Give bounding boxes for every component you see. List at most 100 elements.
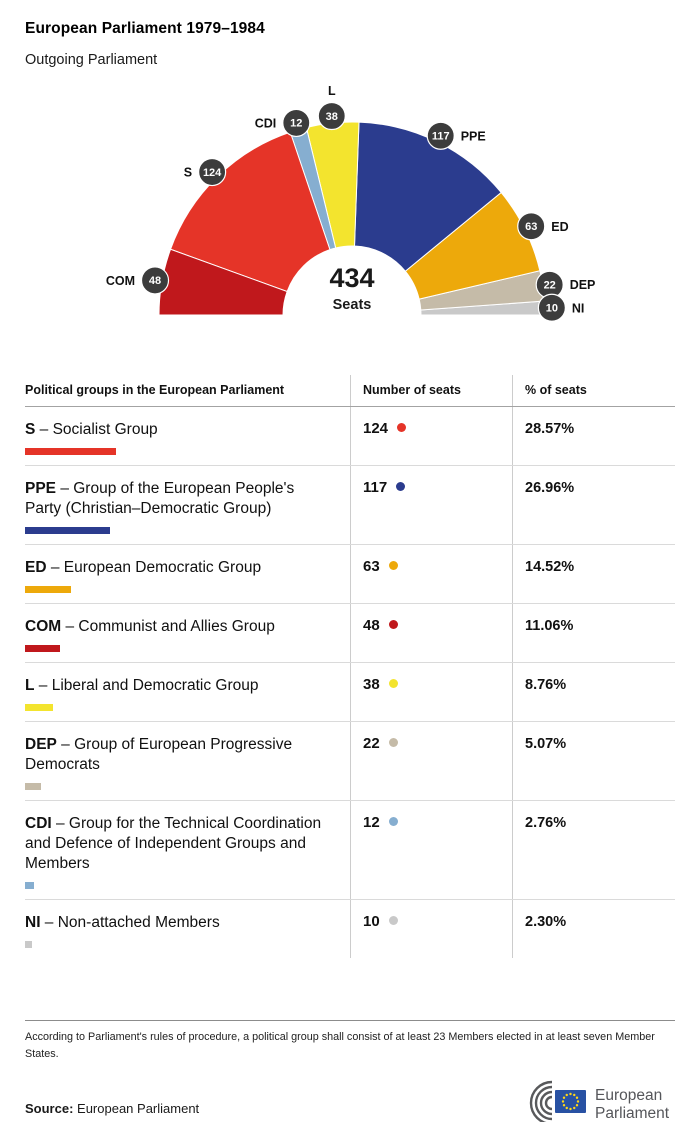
group-code-label: S [184, 166, 192, 180]
seat-count-value: 38 [326, 111, 338, 123]
group-name: DEP – Group of European Progressive Demo… [25, 736, 293, 773]
seat-count-value: 117 [432, 131, 450, 143]
eu-star-icon [561, 1100, 565, 1104]
table-row: COM – Communist and Allies Group 48 11.06% [25, 604, 675, 663]
group-color-dot-icon [388, 561, 398, 570]
groups-table-body: S – Socialist Group 124 28.57% PPE – Group … [25, 407, 675, 958]
group-name-cell: S – Socialist Group [25, 407, 350, 465]
seat-count-badge [140, 266, 170, 295]
group-seats-bar [25, 448, 116, 455]
seat-count-badge [282, 108, 311, 138]
seat-count-value: 63 [525, 221, 537, 233]
seat-count-value: 124 [203, 167, 222, 179]
group-color-dot-icon [388, 738, 398, 747]
pct-value: 2.76% [525, 815, 567, 831]
pct-cell: 11.06% [512, 604, 675, 662]
table-row: PPE – Group of the European People's Par… [25, 466, 675, 545]
group-name-cell: DEP – Group of European Progressive Demo… [25, 722, 350, 800]
groups-table: Political groups in the European Parliam… [0, 375, 700, 958]
european-parliament-logo: European Parliament [529, 1081, 670, 1122]
col-header-groups: Political groups in the European Parliam… [25, 383, 285, 397]
seats-value: 117 [363, 479, 388, 496]
seat-count-value: 22 [544, 280, 556, 292]
seats-cell: 63 [350, 545, 512, 603]
seats-value: 63 [363, 558, 380, 575]
group-name-cell: L – Liberal and Democratic Group [25, 663, 350, 721]
eu-star-icon [562, 1104, 566, 1107]
table-row: ED – European Democratic Group 63 14.52% [25, 545, 675, 604]
seats-value: 124 [363, 420, 389, 437]
seat-count-badge [537, 293, 566, 322]
table-row: CDI – Group for the Technical Coordinati… [25, 801, 675, 900]
group-color-dot-icon [388, 916, 398, 925]
group-code-label: NI [572, 301, 585, 315]
group-color-dot-icon [388, 679, 398, 688]
hemicycle-chart: 434 Seats 48 COM 124 S 12 CDI 38 L 117 PPE 63 ED 22 D… [106, 84, 595, 322]
group-code-label: COM [106, 274, 135, 288]
col-header-seats: Number of seats [350, 375, 512, 406]
total-seats-label: Seats [333, 297, 372, 313]
group-name-cell: PPE – Group of the European People's Par… [25, 466, 350, 544]
seats-value: 12 [363, 814, 380, 831]
col-header-pct: % of seats [512, 375, 675, 406]
group-color-dot-icon [388, 620, 398, 629]
eu-star-icon [575, 1104, 579, 1107]
seat-count-badge [426, 121, 455, 150]
logo-text-line2: Parliament [595, 1105, 670, 1122]
pct-cell: 8.76% [512, 663, 675, 721]
group-code-label: PPE [461, 129, 486, 143]
eu-star-icon [573, 1094, 576, 1097]
table-row: L – Liberal and Democratic Group 38 8.76% [25, 663, 675, 722]
group-name: NI – Non-attached Members [25, 914, 220, 931]
group-code-label: ED [551, 220, 568, 234]
group-name: COM – Communist and Allies Group [25, 618, 275, 635]
seats-cell: 38 [350, 663, 512, 721]
group-seats-bar [25, 783, 42, 790]
hemicycle-segment-s [169, 131, 331, 293]
pct-cell: 2.76% [512, 801, 675, 899]
eu-star-icon [576, 1100, 580, 1104]
pct-value: 14.52% [525, 559, 575, 575]
eu-star-icon [565, 1107, 568, 1110]
group-name-cell: COM – Communist and Allies Group [25, 604, 350, 662]
group-name: CDI – Group for the Technical Coordinati… [25, 815, 322, 872]
total-seats-value: 434 [329, 263, 374, 293]
group-seats-bar [25, 704, 53, 711]
pct-value: 8.76% [525, 677, 567, 693]
hemicycle-segment-ed [404, 191, 541, 300]
seats-cell: 124 [350, 407, 512, 465]
pct-cell: 26.96% [512, 466, 675, 544]
group-seats-bar [25, 882, 34, 889]
seat-count-value: 10 [546, 303, 558, 315]
pct-cell: 2.30% [512, 900, 675, 958]
pct-value: 26.96% [525, 480, 575, 496]
seat-count-badge [317, 101, 346, 131]
pct-value: 2.30% [525, 914, 567, 930]
seats-cell: 22 [350, 722, 512, 800]
group-color-dot-icon [396, 482, 406, 491]
seats-cell: 48 [350, 604, 512, 662]
source-label: Source: [25, 1101, 74, 1117]
group-code-label: CDI [255, 116, 277, 130]
group-name-cell: NI – Non-attached Members [25, 900, 350, 958]
group-name: PPE – Group of the European People's Par… [25, 480, 295, 517]
eu-star-icon [575, 1097, 579, 1100]
header: European Parliament 1979–1984 Outgoing P… [0, 0, 700, 68]
seats-cell: 12 [350, 801, 512, 899]
hemicycle-segment-com [158, 248, 288, 316]
table-row: NI – Non-attached Members 10 2.30% [25, 900, 675, 958]
group-color-dot-icon [397, 423, 407, 432]
page-title: European Parliament 1979–1984 [25, 20, 265, 37]
group-name: S – Socialist Group [25, 421, 158, 438]
pct-value: 5.07% [525, 736, 567, 752]
page-subtitle: Outgoing Parliament [25, 52, 158, 68]
source-line: Source: European Parliament [25, 1101, 199, 1122]
seats-value: 38 [363, 676, 380, 693]
group-name: ED – European Democratic Group [25, 559, 262, 576]
logo-stars [561, 1093, 580, 1111]
eu-star-icon [565, 1094, 568, 1097]
eu-star-icon [569, 1108, 572, 1111]
hemicycle-segment-ppe [353, 121, 502, 272]
seat-count-badge [198, 157, 227, 187]
pct-cell: 28.57% [512, 407, 675, 465]
